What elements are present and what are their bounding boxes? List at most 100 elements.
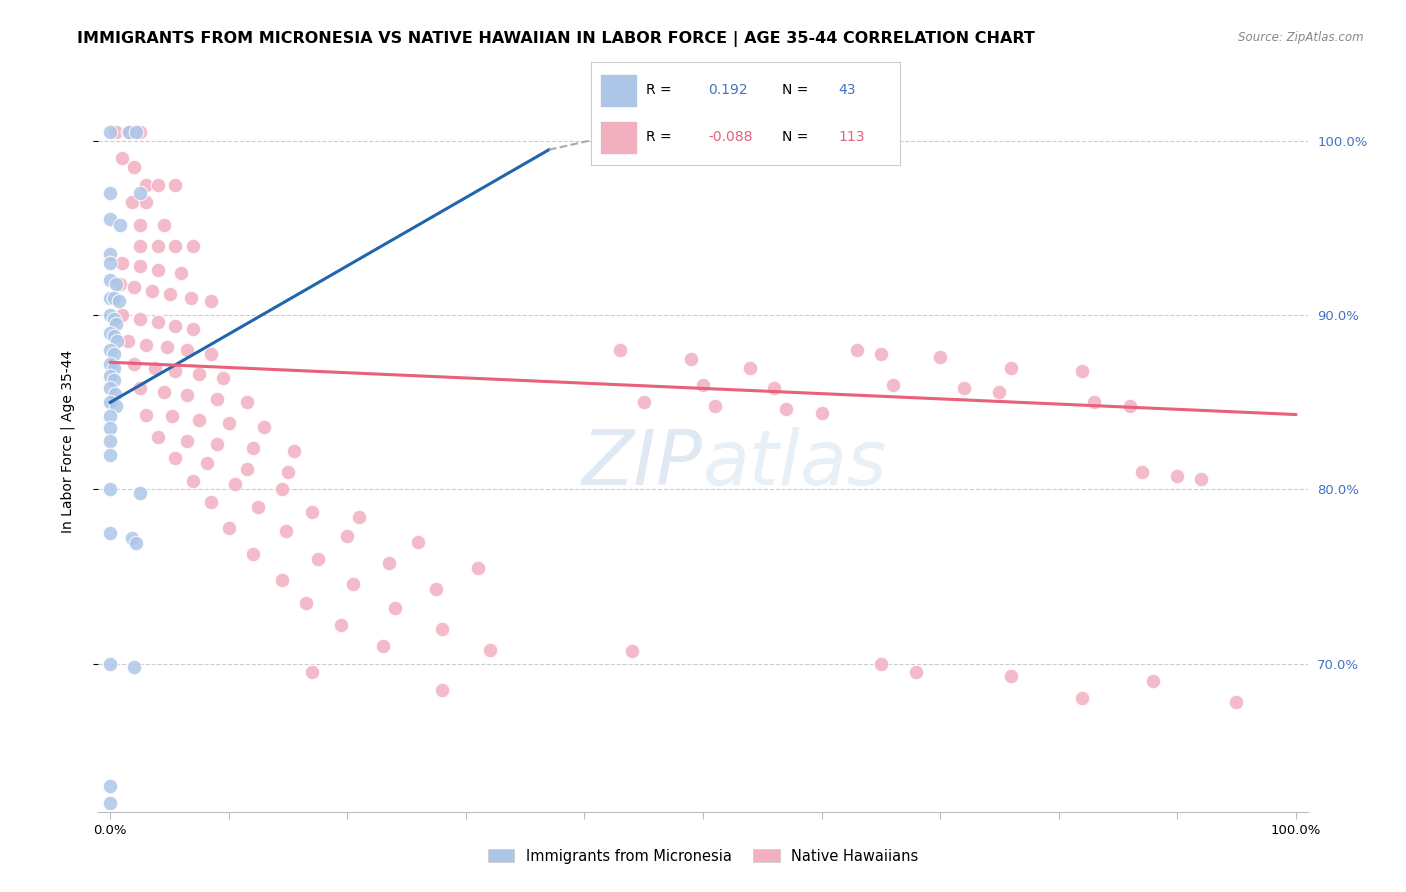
Point xyxy=(108,277,131,291)
Point xyxy=(152,218,174,232)
Point xyxy=(609,343,631,357)
Point xyxy=(98,657,121,671)
Point xyxy=(103,329,125,343)
Point xyxy=(188,368,211,382)
Point xyxy=(98,326,121,340)
Point xyxy=(212,371,235,385)
Point xyxy=(242,441,264,455)
Point xyxy=(121,194,143,209)
Point xyxy=(98,381,121,395)
Point xyxy=(111,152,134,166)
Point xyxy=(681,351,703,366)
Point xyxy=(810,406,832,420)
Text: N =: N = xyxy=(782,83,813,97)
Point xyxy=(125,125,148,139)
Point xyxy=(301,665,323,680)
Y-axis label: In Labor Force | Age 35-44: In Labor Force | Age 35-44 xyxy=(60,350,75,533)
Point xyxy=(103,291,125,305)
Point xyxy=(122,357,145,371)
Point xyxy=(146,238,169,252)
Point xyxy=(378,556,401,570)
Point xyxy=(952,381,974,395)
Point xyxy=(384,601,406,615)
Point xyxy=(188,413,211,427)
Point xyxy=(478,642,501,657)
Point xyxy=(740,360,762,375)
Point xyxy=(122,280,145,294)
Point xyxy=(129,311,152,326)
Point xyxy=(146,315,169,329)
Point xyxy=(98,186,121,201)
Point xyxy=(98,526,121,541)
Point xyxy=(271,483,294,497)
Point xyxy=(1000,360,1022,375)
Point xyxy=(336,529,359,543)
Point xyxy=(1071,364,1094,378)
Point xyxy=(105,125,128,139)
Point xyxy=(988,384,1011,399)
Point xyxy=(165,238,187,252)
Point xyxy=(301,505,323,519)
Point xyxy=(104,386,127,401)
Point xyxy=(105,334,128,349)
Point xyxy=(235,395,257,409)
Point xyxy=(1142,674,1164,689)
Point xyxy=(620,644,643,658)
Point xyxy=(146,263,169,277)
Point xyxy=(98,357,121,371)
Point xyxy=(143,360,166,375)
Point xyxy=(1189,472,1212,486)
Point xyxy=(98,212,121,227)
Point xyxy=(1119,399,1142,413)
Point xyxy=(218,521,240,535)
Point xyxy=(156,340,179,354)
Bar xyxy=(600,121,637,153)
Point xyxy=(105,317,128,331)
Point xyxy=(135,338,157,352)
Point xyxy=(432,682,454,697)
Point xyxy=(846,343,869,357)
Point xyxy=(98,779,121,793)
Point xyxy=(882,378,904,392)
Point xyxy=(125,536,148,550)
Point xyxy=(224,477,246,491)
Point xyxy=(129,486,152,500)
Bar xyxy=(600,74,637,106)
Point xyxy=(118,125,141,139)
Point xyxy=(905,665,928,680)
Point xyxy=(467,561,489,575)
Point xyxy=(98,448,121,462)
Point xyxy=(135,408,157,422)
Point xyxy=(98,796,121,810)
Point xyxy=(165,451,187,466)
Point xyxy=(98,247,121,261)
Point xyxy=(180,291,202,305)
Text: 0.192: 0.192 xyxy=(709,83,748,97)
Point xyxy=(181,474,204,488)
Point xyxy=(271,573,294,587)
Point xyxy=(152,384,174,399)
Point xyxy=(408,534,430,549)
Text: Source: ZipAtlas.com: Source: ZipAtlas.com xyxy=(1239,31,1364,45)
Point xyxy=(274,524,297,539)
Point xyxy=(105,399,128,413)
Point xyxy=(98,395,121,409)
Text: N =: N = xyxy=(782,130,813,145)
Point xyxy=(432,622,454,636)
Legend: Immigrants from Micronesia, Native Hawaiians: Immigrants from Micronesia, Native Hawai… xyxy=(481,841,925,871)
Point xyxy=(122,160,145,174)
Point xyxy=(103,360,125,375)
Point xyxy=(129,260,152,274)
Point xyxy=(277,465,299,479)
Point xyxy=(235,461,257,475)
Point xyxy=(371,639,394,653)
Point xyxy=(200,494,222,508)
Point xyxy=(1000,669,1022,683)
Point xyxy=(775,402,797,417)
Point xyxy=(98,291,121,305)
Point xyxy=(129,186,152,201)
Point xyxy=(342,576,364,591)
Point xyxy=(703,399,725,413)
Point xyxy=(242,547,264,561)
Text: ZIP: ZIP xyxy=(582,426,703,500)
